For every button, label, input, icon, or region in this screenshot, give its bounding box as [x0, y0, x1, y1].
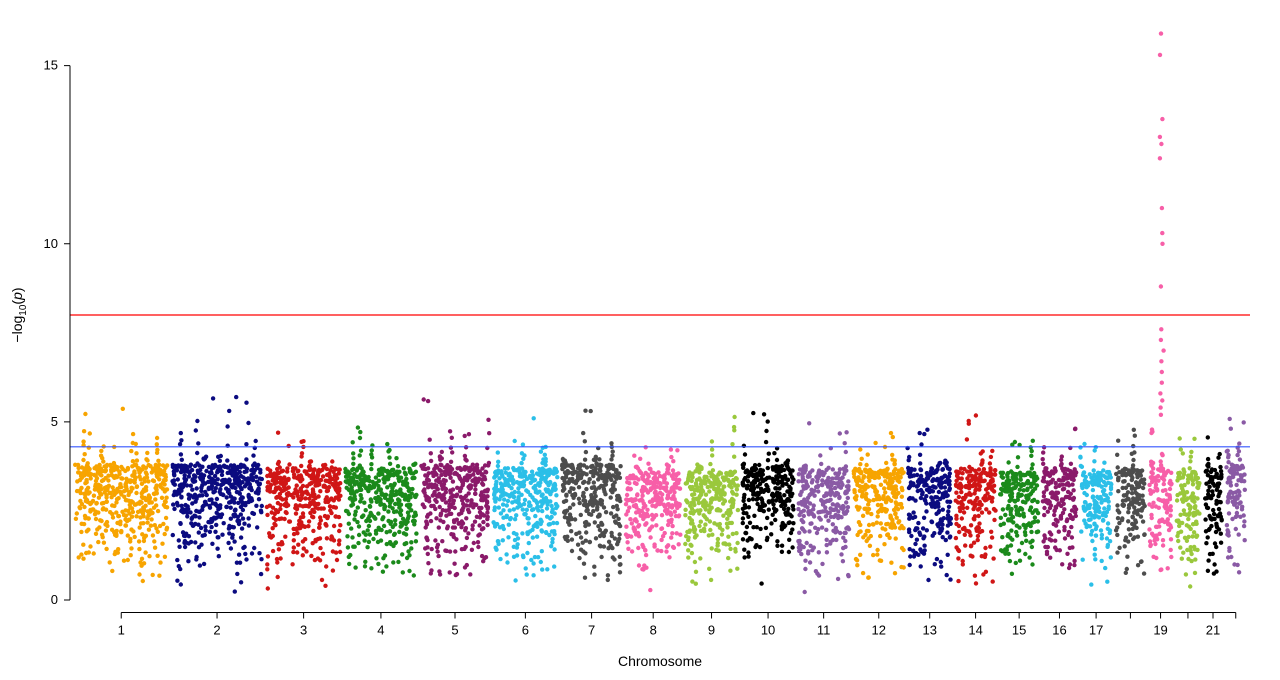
- x-tick-label: 6: [522, 623, 529, 638]
- plot-svg: 05101512345678910111213141516171921Chrom…: [0, 0, 1280, 680]
- x-tick-label: 10: [761, 623, 775, 638]
- x-tick-label: 3: [300, 623, 307, 638]
- x-tick-label: 13: [922, 623, 936, 638]
- x-tick-label: 14: [968, 623, 982, 638]
- x-tick-label: 4: [377, 623, 384, 638]
- x-tick-label: 1: [118, 623, 125, 638]
- x-tick-label: 7: [588, 623, 595, 638]
- y-tick-label: 0: [51, 592, 58, 607]
- x-tick-label: 15: [1012, 623, 1026, 638]
- y-tick-label: 5: [51, 414, 58, 429]
- x-tick-label: 9: [708, 623, 715, 638]
- manhattan-plot: 05101512345678910111213141516171921Chrom…: [0, 0, 1280, 680]
- x-tick-label: 5: [451, 623, 458, 638]
- x-axis-label: Chromosome: [618, 653, 702, 669]
- x-tick-label: 8: [650, 623, 657, 638]
- x-tick-label: 17: [1089, 623, 1103, 638]
- x-tick-label: 12: [872, 623, 886, 638]
- y-tick-label: 15: [44, 58, 58, 73]
- x-tick-label: 11: [817, 623, 831, 638]
- x-tick-label: 16: [1052, 623, 1066, 638]
- x-tick-label: 19: [1153, 623, 1167, 638]
- x-tick-label: 2: [213, 623, 220, 638]
- y-tick-label: 10: [44, 236, 58, 251]
- x-tick-label: 21: [1206, 623, 1220, 638]
